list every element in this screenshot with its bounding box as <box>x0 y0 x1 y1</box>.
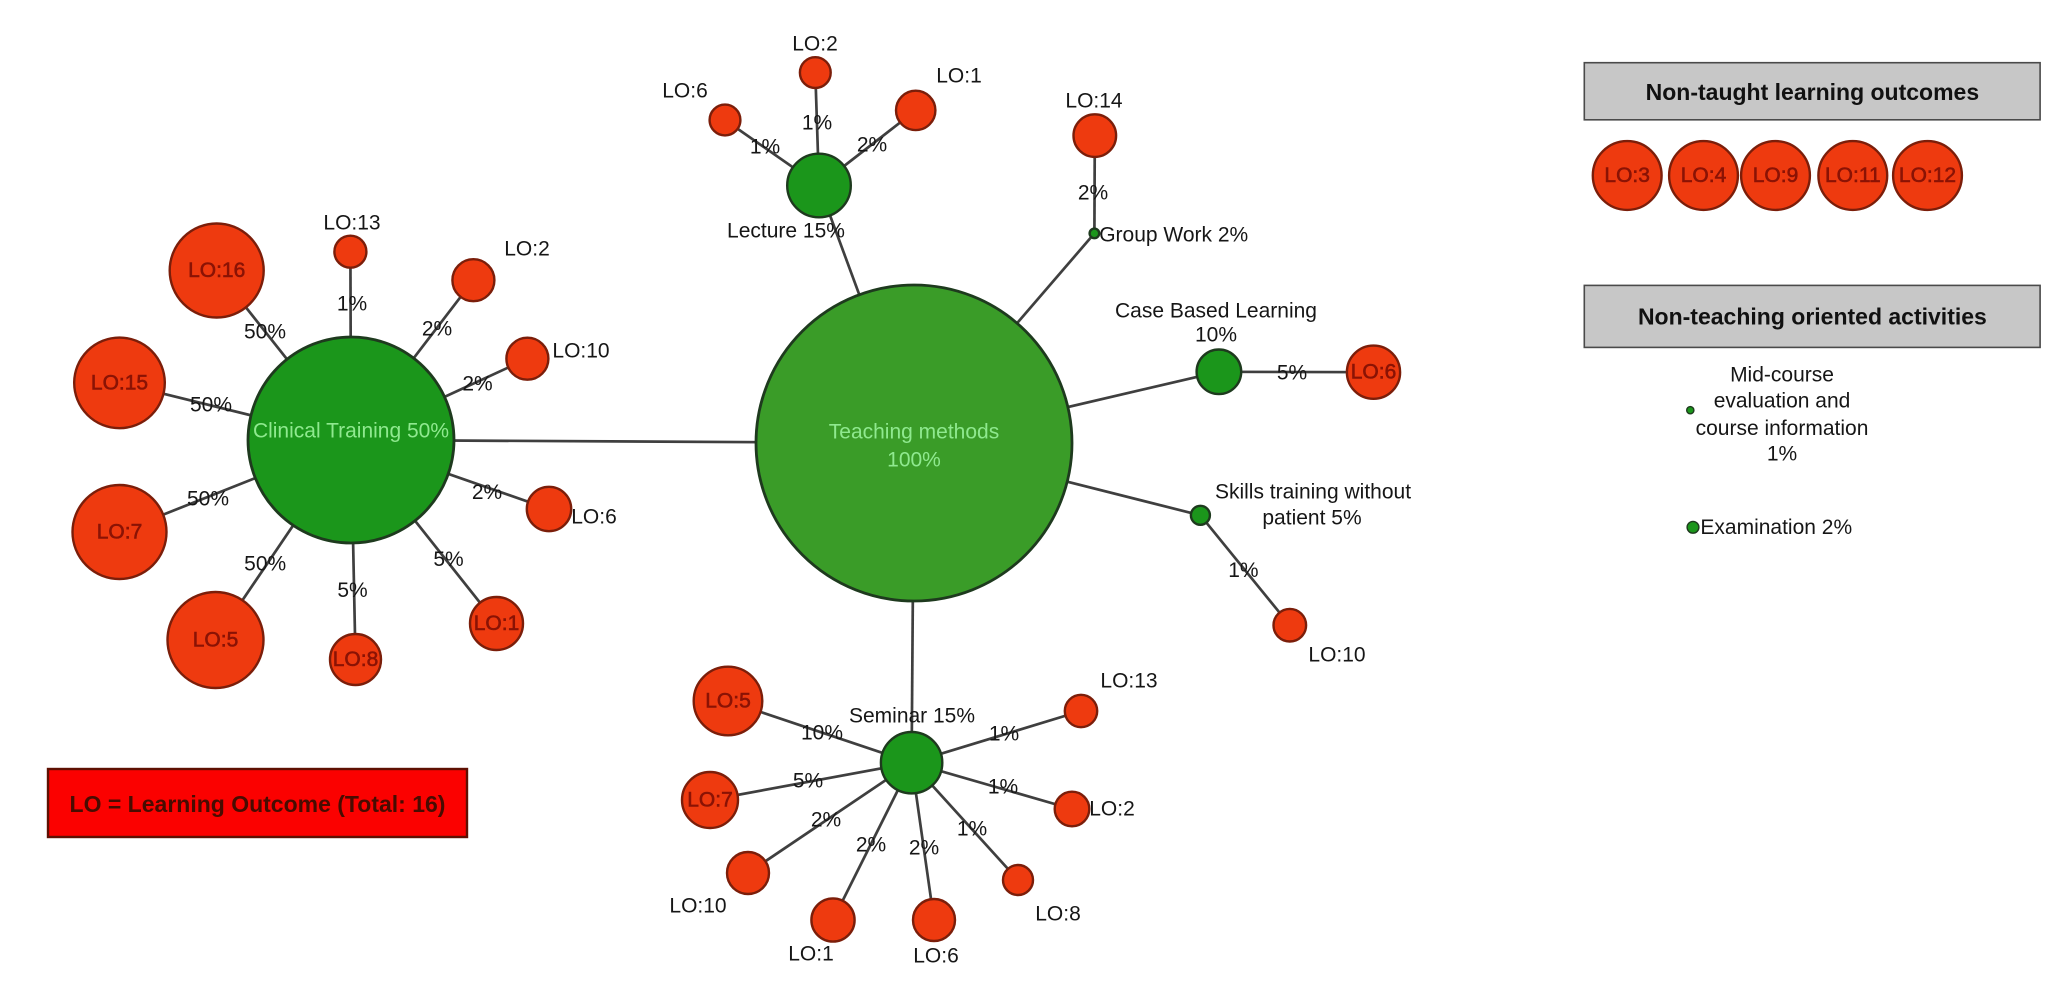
svg-text:2%: 2% <box>462 373 492 396</box>
svg-text:LO:5: LO:5 <box>705 690 751 713</box>
svg-text:5%: 5% <box>793 770 823 793</box>
svg-text:LO:6: LO:6 <box>1351 361 1397 384</box>
svg-text:50%: 50% <box>187 488 229 511</box>
svg-text:50%: 50% <box>190 394 232 417</box>
svg-text:1%: 1% <box>802 112 832 135</box>
svg-text:1%: 1% <box>337 293 367 316</box>
svg-text:LO:14: LO:14 <box>1065 90 1123 113</box>
svg-text:2%: 2% <box>1078 182 1108 205</box>
svg-text:LO:7: LO:7 <box>97 521 143 544</box>
svg-text:evaluation and: evaluation and <box>1714 390 1851 413</box>
svg-text:LO:6: LO:6 <box>662 80 708 103</box>
svg-text:LO:4: LO:4 <box>1681 164 1727 187</box>
svg-text:LO:6: LO:6 <box>913 945 959 968</box>
svg-text:LO:2: LO:2 <box>504 238 550 261</box>
svg-text:5%: 5% <box>1277 362 1307 385</box>
svg-text:LO:8: LO:8 <box>333 648 379 671</box>
svg-text:Non-teaching oriented activiti: Non-teaching oriented activities <box>1638 304 1987 330</box>
svg-text:LO:5: LO:5 <box>193 629 239 652</box>
svg-text:1%: 1% <box>750 136 780 159</box>
svg-text:1%: 1% <box>957 818 987 841</box>
svg-text:2%: 2% <box>856 834 886 857</box>
svg-text:Mid-course: Mid-course <box>1730 364 1834 387</box>
svg-text:LO:2: LO:2 <box>792 33 838 56</box>
svg-text:LO:16: LO:16 <box>188 259 245 282</box>
svg-text:1%: 1% <box>989 723 1019 746</box>
svg-text:2%: 2% <box>422 318 452 341</box>
svg-text:Skills training without: Skills training without <box>1215 481 1411 504</box>
svg-text:Group Work 2%: Group Work 2% <box>1099 224 1248 247</box>
svg-text:Examination 2%: Examination 2% <box>1700 516 1852 539</box>
svg-text:1%: 1% <box>988 776 1018 799</box>
svg-text:LO:8: LO:8 <box>1035 903 1081 926</box>
svg-text:Case Based Learning: Case Based Learning <box>1115 300 1317 323</box>
svg-text:LO:10: LO:10 <box>1308 644 1365 667</box>
svg-text:LO:1: LO:1 <box>936 65 982 88</box>
svg-text:LO:10: LO:10 <box>669 895 726 918</box>
svg-text:Seminar 15%: Seminar 15% <box>849 705 975 728</box>
svg-text:patient 5%: patient 5% <box>1262 507 1361 530</box>
svg-text:Lecture 15%: Lecture 15% <box>727 220 845 243</box>
svg-text:LO:15: LO:15 <box>91 371 148 394</box>
svg-text:LO = Learning Outcome (Total:: LO = Learning Outcome (Total: 16) <box>70 791 446 817</box>
svg-text:2%: 2% <box>909 837 939 860</box>
svg-text:LO:13: LO:13 <box>1100 670 1157 693</box>
svg-text:LO:1: LO:1 <box>788 943 834 966</box>
svg-text:2%: 2% <box>811 809 841 832</box>
svg-text:LO:2: LO:2 <box>1089 798 1135 821</box>
svg-text:LO:11: LO:11 <box>1825 164 1881 187</box>
svg-text:5%: 5% <box>337 579 367 602</box>
svg-text:LO:3: LO:3 <box>1604 164 1650 187</box>
svg-text:10%: 10% <box>801 722 843 745</box>
svg-text:1%: 1% <box>1767 442 1797 465</box>
svg-text:LO:1: LO:1 <box>474 612 520 635</box>
svg-text:LO:6: LO:6 <box>571 506 617 529</box>
svg-text:5%: 5% <box>433 548 463 571</box>
svg-text:Non-taught learning outcomes: Non-taught learning outcomes <box>1646 79 1980 105</box>
svg-text:LO:9: LO:9 <box>1753 164 1799 187</box>
svg-text:LO:10: LO:10 <box>552 340 609 363</box>
svg-text:2%: 2% <box>857 134 887 157</box>
svg-text:50%: 50% <box>244 553 286 576</box>
svg-text:LO:7: LO:7 <box>687 789 733 812</box>
svg-text:Teaching methods: Teaching methods <box>829 421 999 444</box>
svg-text:Clinical Training 50%: Clinical Training 50% <box>253 420 449 443</box>
svg-text:course information: course information <box>1696 417 1869 440</box>
svg-text:1%: 1% <box>1228 559 1258 582</box>
svg-text:2%: 2% <box>472 481 502 504</box>
svg-text:100%: 100% <box>887 449 941 472</box>
svg-text:LO:12: LO:12 <box>1899 164 1956 187</box>
svg-text:50%: 50% <box>244 321 286 344</box>
svg-text:LO:13: LO:13 <box>323 212 380 235</box>
svg-text:10%: 10% <box>1195 324 1237 347</box>
